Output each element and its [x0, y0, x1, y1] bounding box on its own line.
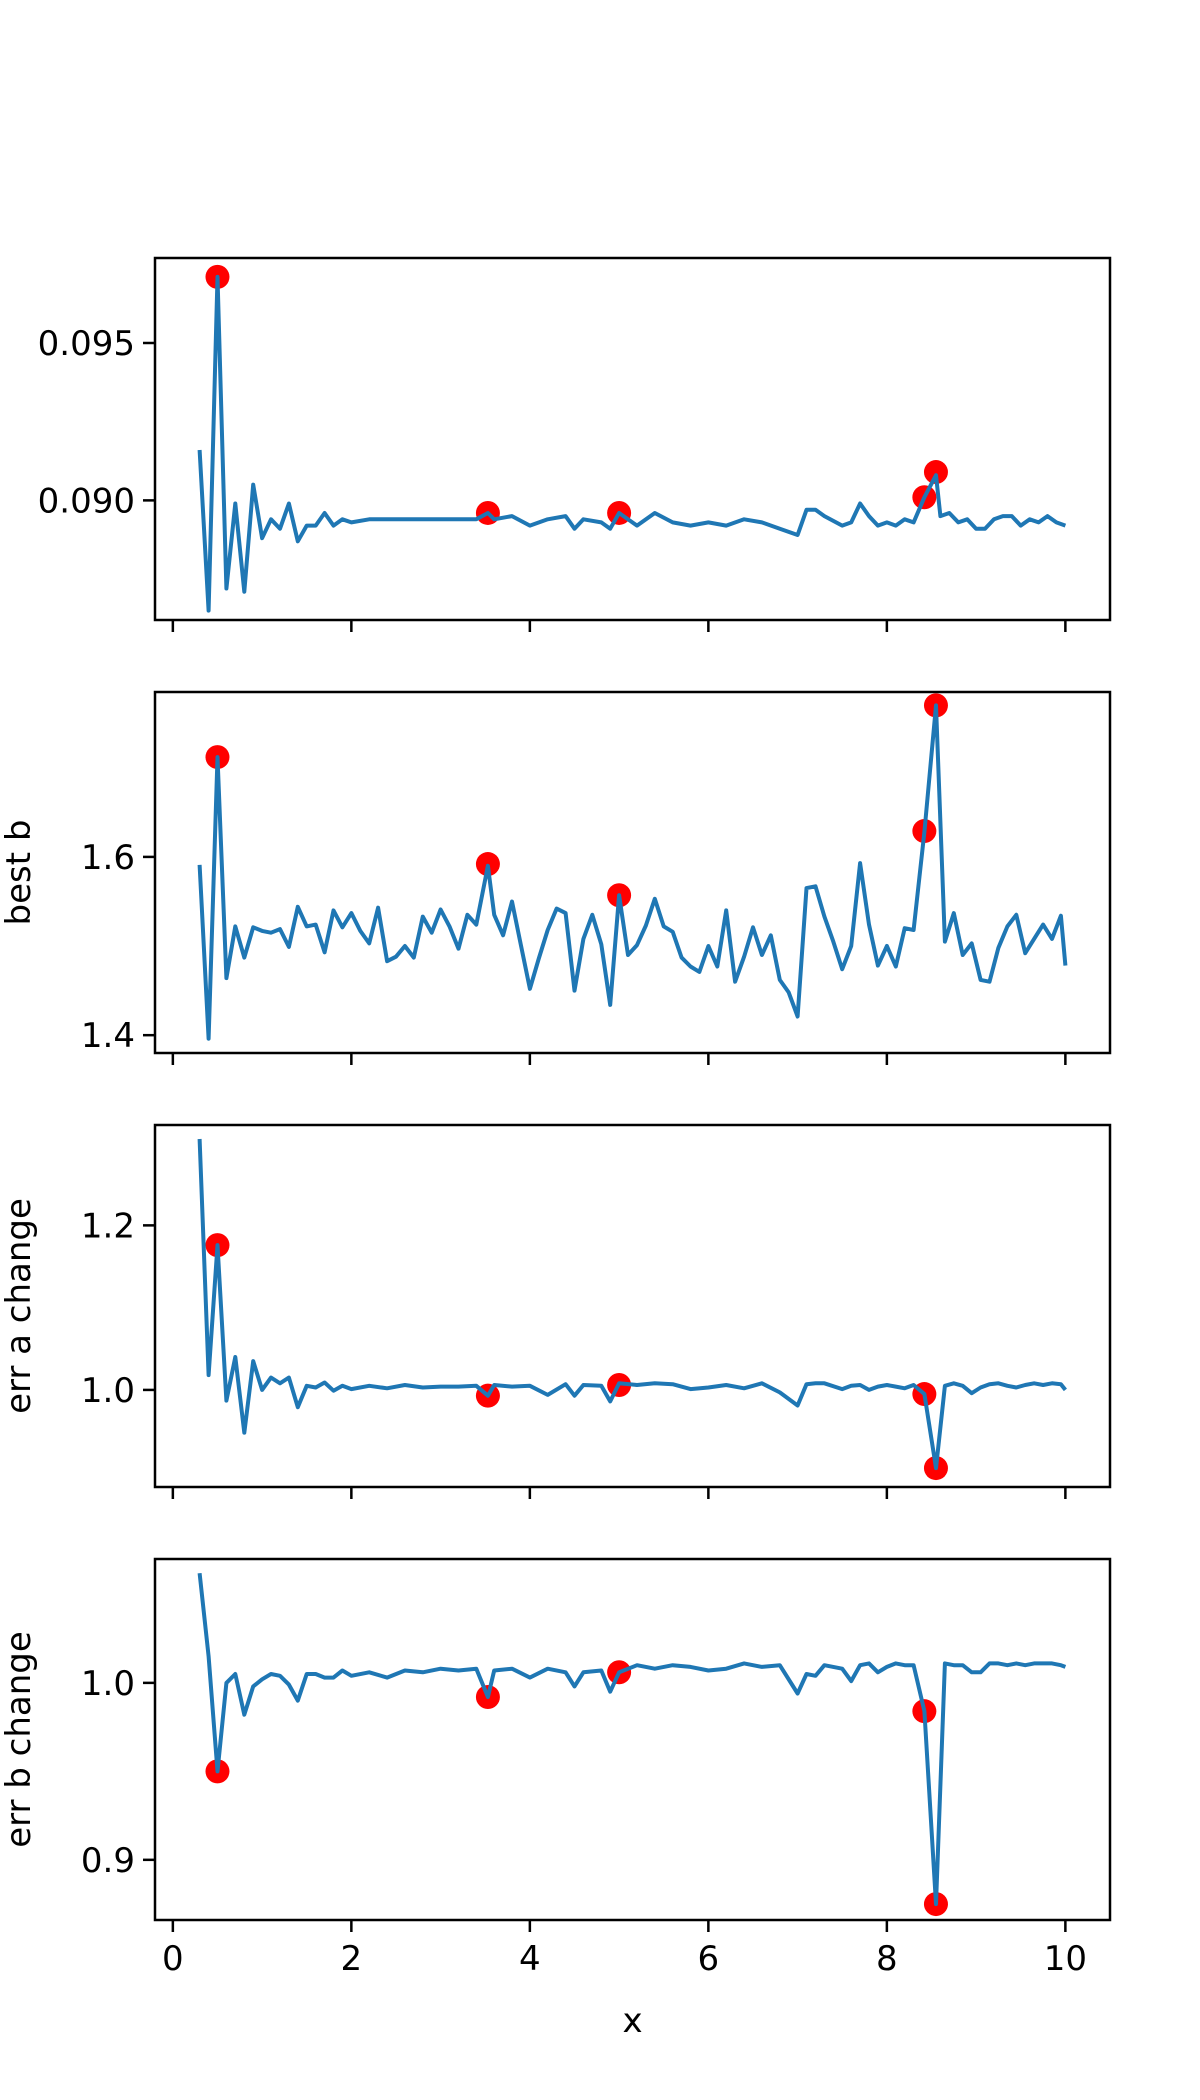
panel-err-b-change: 0 2 4 6 8 10 0.9 1.0 err b change x: [0, 1557, 1112, 2041]
panel-best-a-frame: [153, 256, 1112, 622]
panel-best-a-ytick-label: 0.090: [38, 481, 135, 521]
panel-best-b: 1.4 1.6 best b: [0, 690, 1112, 1065]
panel-best-a-plot-area: [197, 264, 1067, 613]
panel-best-a: 0.090 0.095: [38, 256, 1112, 632]
panel-err-a-change: 1.0 1.2 err a change: [0, 1123, 1112, 1499]
x-tick-label: 10: [1044, 1939, 1087, 1979]
panel-err-b-change-ticks: 0 2 4 6 8 10 0.9 1.0: [81, 1664, 1087, 1979]
panel-best-b-plot-area: [197, 693, 1068, 1041]
panel-err-b-change-ytick-label: 1.0: [81, 1664, 135, 1704]
panel-best-b-ticks: 1.4 1.6: [81, 838, 1067, 1065]
panel-err-b-change-ytick-label: 0.9: [81, 1841, 135, 1881]
x-tick-label: 8: [876, 1939, 898, 1979]
panel-err-a-change-ticks: 1.0 1.2: [81, 1206, 1067, 1499]
panel-err-a-change-ylabel: err a change: [0, 1198, 39, 1414]
panel-err-a-change-plot-area: [197, 1138, 1067, 1481]
x-tick-label: 6: [698, 1939, 720, 1979]
panel-err-a-change-series-line: [197, 1138, 1067, 1471]
panel-err-b-change-ylabel: err b change: [0, 1631, 39, 1848]
panel-best-b-ytick-label: 1.4: [81, 1016, 135, 1056]
panel-best-b-ytick-label: 1.6: [81, 838, 135, 878]
panel-best-b-ylabel: best b: [0, 820, 39, 926]
panel-best-a-marker: [923, 460, 948, 485]
panel-err-b-change-plot-area: [197, 1572, 1067, 1917]
panel-best-a-ytick-label: 0.095: [38, 324, 135, 364]
panel-err-b-change-series-line: [197, 1572, 1067, 1907]
x-tick-label: 2: [341, 1939, 363, 1979]
x-axis-label: x: [622, 2001, 642, 2041]
panel-best-b-frame: [153, 690, 1112, 1055]
x-tick-label: 0: [162, 1939, 184, 1979]
panel-err-a-change-ytick-label: 1.2: [81, 1206, 135, 1246]
panel-best-a-ticks: 0.090 0.095: [38, 324, 1067, 632]
x-tick-label: 4: [519, 1939, 541, 1979]
panel-err-b-change-frame: [153, 1557, 1112, 1922]
panel-err-a-change-frame: [153, 1123, 1112, 1489]
panel-best-a-series-line: [197, 274, 1067, 613]
panel-best-b-series-line: [197, 703, 1068, 1041]
panel-err-a-change-ytick-label: 1.0: [81, 1371, 135, 1411]
